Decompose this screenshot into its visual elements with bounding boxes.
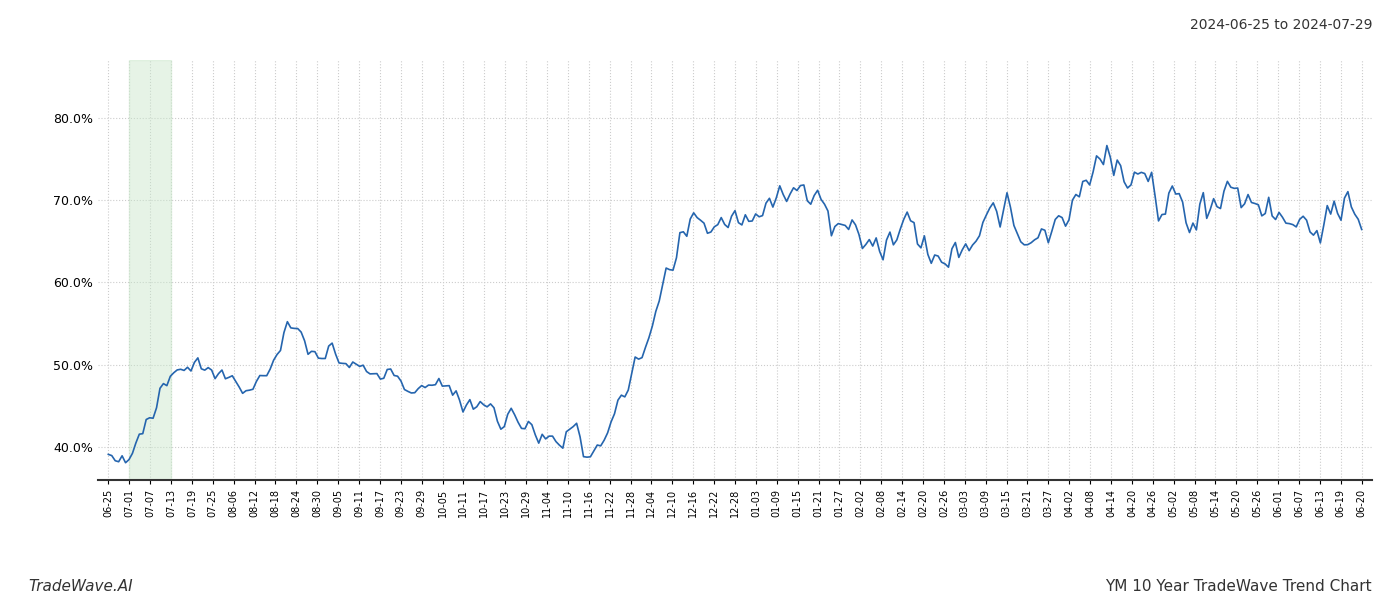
- Text: TradeWave.AI: TradeWave.AI: [28, 579, 133, 594]
- Text: 2024-06-25 to 2024-07-29: 2024-06-25 to 2024-07-29: [1190, 18, 1372, 32]
- Text: YM 10 Year TradeWave Trend Chart: YM 10 Year TradeWave Trend Chart: [1106, 579, 1372, 594]
- Bar: [129, 60, 171, 480]
